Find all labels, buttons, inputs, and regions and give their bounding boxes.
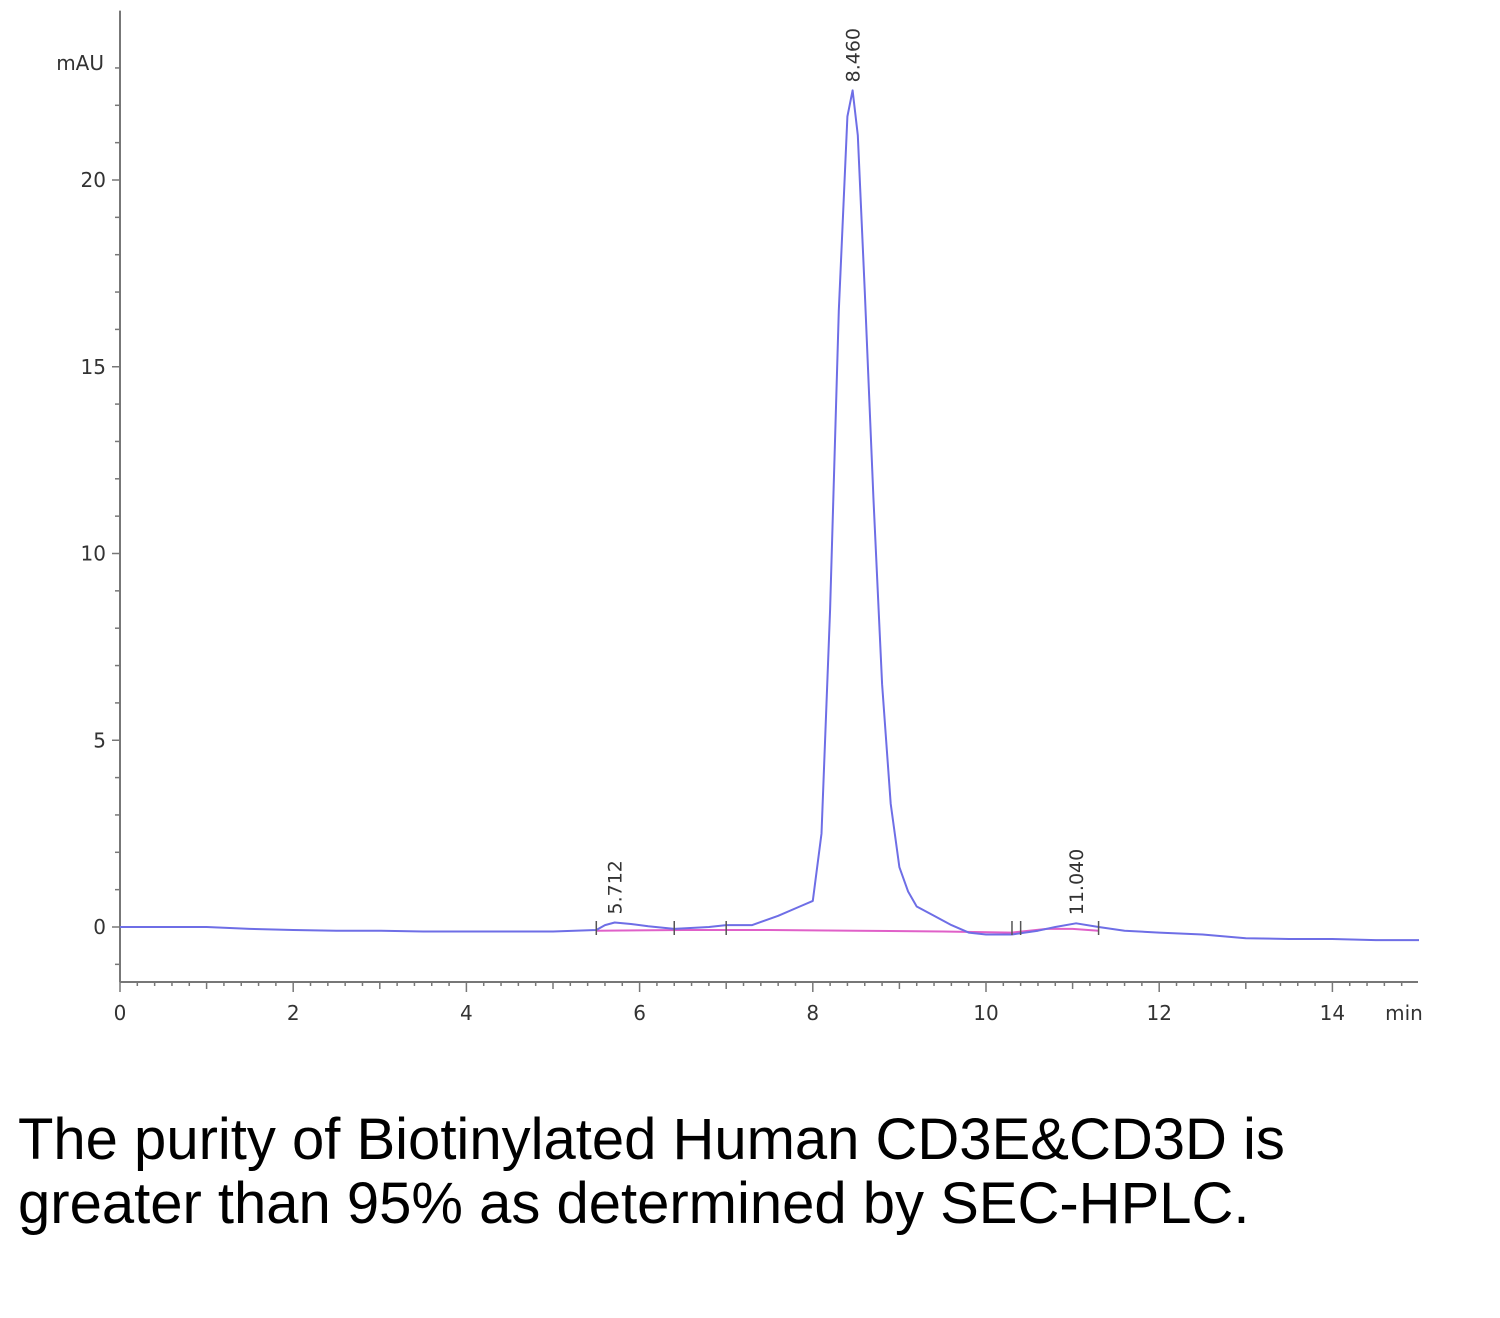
axes bbox=[119, 10, 1418, 983]
x-tick-label: 0 bbox=[114, 1001, 127, 1025]
x-tick-label: 6 bbox=[633, 1001, 646, 1025]
y-tick-label: 5 bbox=[93, 728, 106, 752]
signal-trace-line bbox=[120, 89, 1419, 942]
x-tick-label: 10 bbox=[973, 1001, 998, 1025]
peak-retention-label: 8.460 bbox=[843, 28, 865, 82]
y-axis-label: mAU bbox=[56, 51, 104, 75]
x-tick-label: 8 bbox=[806, 1001, 819, 1025]
peak-retention-label: 5.712 bbox=[605, 860, 627, 914]
labels: 5.712 8.460 11.040 bbox=[605, 28, 1088, 915]
x-tick-label: 4 bbox=[460, 1001, 473, 1025]
figure-caption: The purity of Biotinylated Human CD3E&CD… bbox=[18, 1107, 1285, 1236]
y-tick-label: 15 bbox=[81, 355, 106, 379]
x-tick-label: 2 bbox=[287, 1001, 300, 1025]
x-tick-label: 12 bbox=[1146, 1001, 1171, 1025]
y-tick-label: 10 bbox=[81, 542, 106, 566]
y-tick-label: 20 bbox=[81, 168, 106, 192]
x-axis-label: min bbox=[1385, 1001, 1423, 1025]
chromatogram-chart: 0 5 10 15 20 mAU 0 2 4 6 8 10 12 14 min 5.712 8.460 11.0… bbox=[56, 10, 1423, 1025]
integration-baseline-line bbox=[596, 927, 1099, 934]
marks bbox=[120, 89, 1419, 942]
peak-retention-label: 11.040 bbox=[1066, 849, 1088, 915]
y-tick-label: 0 bbox=[93, 915, 106, 939]
ticks: 0 5 10 15 20 mAU 0 2 4 6 8 10 12 14 min bbox=[56, 51, 1423, 1025]
x-tick-label: 14 bbox=[1320, 1001, 1345, 1025]
